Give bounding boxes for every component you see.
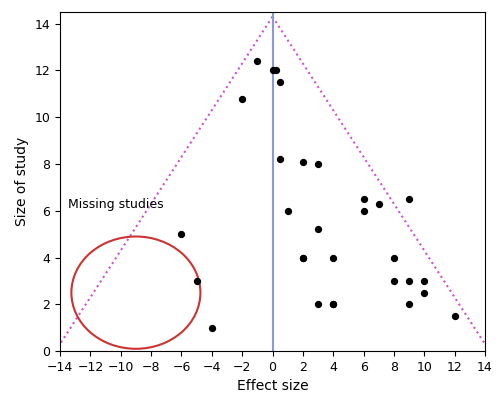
Point [405,301,413,308]
Point [299,158,307,165]
Point [299,255,307,261]
Point [360,196,368,202]
X-axis label: Effect size: Effect size [236,379,308,393]
Point [299,255,307,261]
Point [314,301,322,308]
Point [450,313,458,319]
Point [208,324,216,331]
Point [268,67,276,74]
Y-axis label: Size of study: Size of study [15,137,29,226]
Point [276,79,284,85]
Point [284,207,292,214]
Point [390,278,398,284]
Point [329,301,337,308]
Point [390,255,398,261]
Point [405,278,413,284]
Point [329,255,337,261]
Point [276,156,284,162]
Point [329,301,337,308]
Point [192,278,200,284]
Point [375,201,383,207]
Point [238,95,246,102]
Point [420,289,428,296]
Point [360,207,368,214]
Point [272,67,280,74]
Point [420,278,428,284]
Point [314,161,322,167]
Text: Missing studies: Missing studies [68,198,163,211]
Point [254,58,262,64]
Point [405,196,413,202]
Point [178,231,186,237]
Point [314,226,322,233]
